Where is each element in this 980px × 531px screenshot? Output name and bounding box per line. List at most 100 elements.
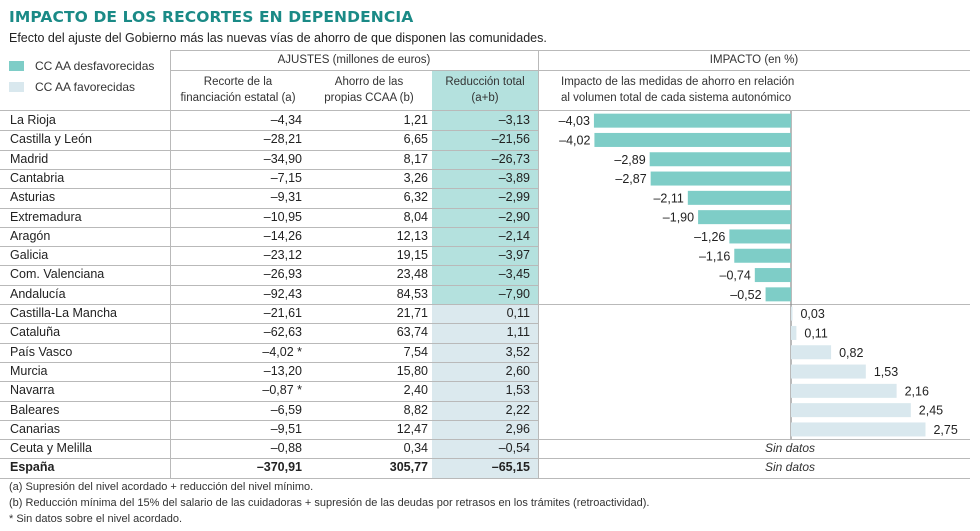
cell-total: –3,89 [498,170,530,185]
bar-castilla-y-le-n [594,132,791,147]
cell-a: –34,90 [263,151,302,166]
bar-value-label: –4,02 [559,133,590,147]
bar-value-label: 1,53 [874,365,898,379]
cell-total: –2,90 [498,209,530,224]
bar-canarias [791,422,926,437]
cell-a: –7,15 [270,170,302,185]
cell-b: 2,40 [403,383,428,398]
row-rule [0,284,538,286]
group-separator-rule [538,304,970,305]
chart-subtitle: Efecto del ajuste del Gobierno más las n… [9,31,547,45]
cell-total: 1,11 [506,325,530,340]
cell-a: –21,61 [263,306,302,320]
cell-b: 12,13 [396,228,428,243]
header-col-total: Reducción total (a+b) [432,74,538,106]
row-rule [0,477,970,479]
row-rule [0,226,538,228]
row-rule [0,458,970,460]
bar-murcia [791,364,866,379]
bar-value-label: 0,03 [800,307,824,321]
row-region-name: Cataluña [10,325,61,340]
cell-total: 0,11 [506,306,530,320]
row-rule [0,168,538,170]
row-rule [0,246,538,248]
row-region-name: Navarra [10,383,55,398]
row-rule [0,265,538,267]
bar-catalu-a [791,325,797,340]
col-divider-a [170,50,171,478]
cell-b: 84,53 [396,286,428,301]
no-data-label: Sin datos [765,441,816,456]
bar-galicia [734,248,791,263]
cell-b: 7,54 [403,344,428,359]
row-region-name: Aragón [10,228,51,243]
cell-b: 23,48 [396,267,428,282]
bar-value-label: –2,89 [614,153,645,167]
cell-b: 15,80 [396,363,428,378]
row-region-name: Ceuta y Melilla [10,441,92,456]
bar-extremadura [698,210,791,225]
legend: CC AA desfavorecidas CC AA favorecidas [9,55,154,97]
cell-a: –370,91 [256,460,302,475]
bar-value-label: –1,16 [699,249,730,263]
cell-a: –0,88 [270,441,302,456]
legend-label: CC AA desfavorecidas [35,58,155,73]
bar-value-label: –4,03 [559,114,590,128]
bar-castilla-la-mancha [791,306,793,321]
cell-b: 3,26 [403,170,428,185]
header-col-a: Recorte de la financiación estatal (a) [170,74,306,106]
footnote-a: (a) Supresión del nivel acordado + reduc… [9,481,314,493]
cell-total: –26,73 [491,151,530,166]
cell-total: –2,99 [498,190,530,205]
row-region-name: Asturias [10,190,56,205]
row-region-name: La Rioja [10,113,56,127]
cell-b: 1,21 [403,113,428,127]
header-top-rule [170,50,970,51]
cell-b: 21,71 [396,306,428,320]
row-region-name: Com. Valenciana [10,267,105,282]
bar-value-label: –2,11 [653,191,683,205]
cell-total: –3,13 [498,113,530,127]
header-col-total-line2: (a+b) [471,92,499,104]
bar-value-label: 2,45 [919,404,943,418]
row-region-name: Andalucía [10,286,66,301]
cell-b: 19,15 [396,248,428,263]
bar-value-label: 2,75 [933,423,957,437]
header-impacto-desc-line1: Impacto de las medidas de ahorro en rela… [561,76,795,88]
cell-a: –4,34 [270,113,302,127]
no-data-label: Sin datos [765,460,816,475]
bar-andaluc-a [765,287,791,302]
cell-a: –62,63 [263,325,302,340]
footnote-b: (b) Reducción mínima del 15% del salario… [9,497,650,509]
row-region-name: País Vasco [10,344,73,359]
cell-total: 3,52 [505,344,530,359]
cell-a: –9,51 [270,421,302,436]
header-impacto-desc-line2: al volumen total de cada sistema autonóm… [561,92,792,104]
cell-a: –6,59 [270,402,302,417]
header-col-b-line1: Ahorro de las [334,76,404,88]
row-rule [0,188,538,190]
cell-b: 0,34 [403,441,428,456]
row-region-name: Murcia [10,363,48,378]
cell-b: 8,82 [403,402,428,417]
bar-value-label: –0,74 [720,269,751,283]
cell-b: 8,17 [403,151,428,166]
row-region-name: Canarias [10,421,61,436]
bar-madrid [649,152,791,167]
cell-b: 8,04 [403,209,428,224]
cell-a: –13,20 [263,363,302,378]
row-rule [0,419,538,421]
cell-a: –9,31 [270,190,302,205]
row-region-name: Castilla y León [10,132,92,147]
bar-value-label: –1,26 [694,230,725,244]
cell-b: 6,65 [403,132,428,147]
row-region-name: Madrid [10,151,49,166]
cell-total: 2,96 [505,421,530,436]
header-col-b: Ahorro de las propias CCAA (b) [306,74,432,106]
row-rule [0,342,538,344]
cell-a: –28,21 [263,132,302,147]
cell-total: –7,90 [498,286,530,301]
total-column-bg-desfavorecidas [432,70,538,304]
cell-b: 63,74 [396,325,428,340]
row-rule [0,381,538,383]
